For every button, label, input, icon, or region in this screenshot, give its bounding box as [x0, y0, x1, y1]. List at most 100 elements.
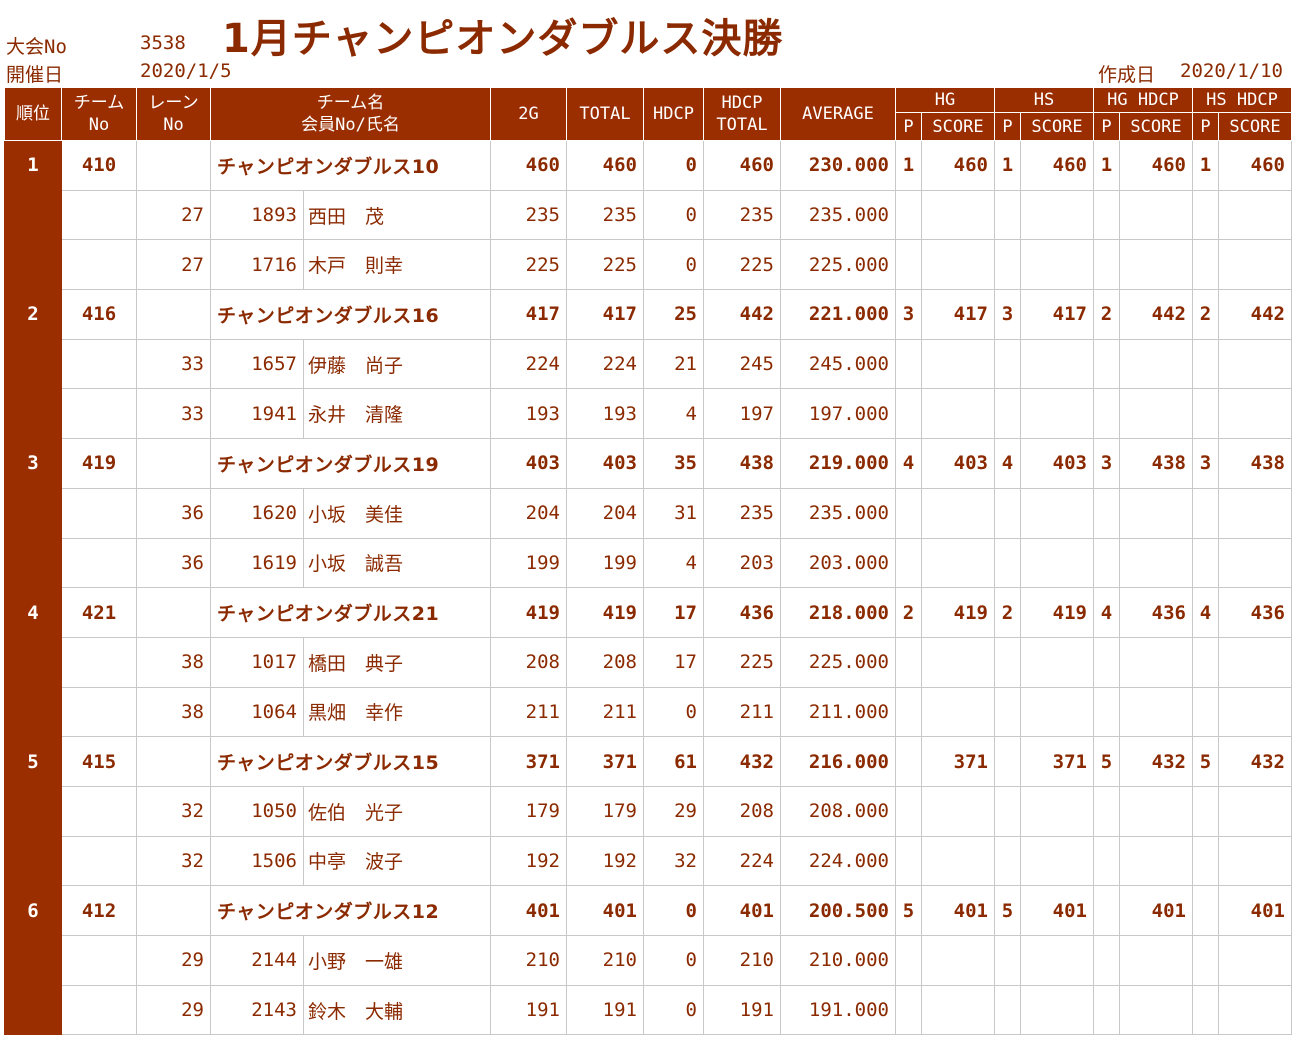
total-cell: 401 [566, 885, 644, 936]
empty-cell [1020, 636, 1094, 688]
empty-cell [994, 686, 1021, 738]
hdcp-cell: 0 [643, 686, 704, 738]
hdcp-cell: 0 [643, 885, 704, 936]
empty-cell [1093, 935, 1120, 986]
hs-hdcp-score-cell: 438 [1218, 438, 1292, 489]
total-cell: 199 [566, 537, 644, 589]
lane-cell [136, 736, 211, 787]
hg-p-cell: 3 [895, 289, 922, 340]
total-cell: 179 [566, 785, 644, 837]
empty-cell [895, 785, 922, 837]
average-cell: 224.000 [780, 835, 896, 887]
rank-cell [4, 835, 62, 887]
member-no-cell: 1064 [210, 686, 304, 738]
col-rank: 順位 [4, 87, 62, 141]
average-cell: 219.000 [780, 438, 896, 489]
team-no-cell [61, 935, 137, 986]
hg-hdcp-score-cell: 460 [1119, 140, 1193, 191]
empty-cell [921, 835, 995, 887]
lane-cell [136, 438, 211, 489]
hdcp-cell: 25 [643, 289, 704, 340]
average-cell: 230.000 [780, 140, 896, 191]
hg-p-cell: 2 [895, 587, 922, 638]
hg-hdcp-p-cell: 3 [1093, 438, 1120, 489]
g2-cell: 419 [490, 587, 567, 638]
team-row: 2 416 チャンピオンダブルス16 417 417 25 442 221.000 3 417 3 4… [4, 289, 1292, 340]
hdcp-cell: 29 [643, 785, 704, 837]
empty-cell [1093, 686, 1120, 738]
empty-cell [994, 537, 1021, 589]
hg-hdcp-score-cell: 436 [1119, 587, 1193, 638]
empty-cell [1119, 835, 1193, 887]
member-row: 27 1716 木戸 則幸 225 225 0 225 225.000 [4, 239, 1292, 291]
member-name-cell: 中亭 波子 [303, 835, 491, 887]
average-cell: 235.000 [780, 487, 896, 539]
rank-cell: 1 [4, 140, 62, 191]
member-no-cell: 1620 [210, 487, 304, 539]
empty-cell [994, 239, 1021, 291]
average-cell: 200.500 [780, 885, 896, 936]
lane-cell: 36 [136, 487, 211, 539]
team-name-cell: チャンピオンダブルス10 [210, 140, 491, 191]
average-cell: 197.000 [780, 388, 896, 440]
empty-cell [1119, 388, 1193, 440]
team-no-cell: 421 [61, 587, 137, 638]
total-cell: 208 [566, 636, 644, 688]
g2-cell: 199 [490, 537, 567, 589]
average-cell: 218.000 [780, 587, 896, 638]
empty-cell [1192, 189, 1219, 241]
team-no-cell [61, 835, 137, 887]
hdcp-cell: 0 [643, 935, 704, 986]
g2-cell: 401 [490, 885, 567, 936]
empty-cell [921, 785, 995, 837]
col-team-no: チーム No [61, 87, 137, 141]
hg-hdcp-score-cell: 442 [1119, 289, 1193, 340]
empty-cell [1218, 388, 1292, 440]
member-row: 27 1893 西田 茂 235 235 0 235 235.000 [4, 189, 1292, 241]
hg-hdcp-p-cell: 2 [1093, 289, 1120, 340]
hg-score-cell: 419 [921, 587, 995, 638]
empty-cell [895, 338, 922, 390]
empty-cell [1119, 785, 1193, 837]
team-row: 5 415 チャンピオンダブルス15 371 371 61 432 216.000 371 371… [4, 736, 1292, 787]
col-team-name: チーム名 会員No/氏名 [210, 87, 491, 141]
hg-score-cell: 460 [921, 140, 995, 191]
empty-cell [1218, 487, 1292, 539]
col-lane-no: レーン No [136, 87, 211, 141]
col-hdcp: HDCP [643, 87, 704, 141]
date-label: 開催日 [6, 64, 64, 86]
created-label: 作成日 [1098, 64, 1156, 86]
empty-cell [921, 935, 995, 986]
average-cell: 245.000 [780, 338, 896, 390]
empty-cell [1093, 189, 1120, 241]
rank-cell: 3 [4, 438, 62, 489]
empty-cell [1119, 984, 1193, 1036]
empty-cell [895, 835, 922, 887]
average-cell: 225.000 [780, 636, 896, 688]
total-cell: 204 [566, 487, 644, 539]
col-hgh-score: SCORE [1119, 112, 1193, 141]
member-row: 38 1064 黒畑 幸作 211 211 0 211 211.000 [4, 686, 1292, 738]
page-title: 1月チャンピオンダブルス決勝 [222, 16, 784, 62]
empty-cell [994, 636, 1021, 688]
team-no-cell [61, 487, 137, 539]
empty-cell [1119, 686, 1193, 738]
empty-cell [1020, 935, 1094, 986]
member-no-cell: 2143 [210, 984, 304, 1036]
member-name-cell: 小坂 誠吾 [303, 537, 491, 589]
results-table: 順位 チーム No レーン No チーム名 会員No/氏名 2G TOTAL HDCP… [4, 87, 1292, 1036]
average-cell: 235.000 [780, 189, 896, 241]
empty-cell [1093, 239, 1120, 291]
hs-hdcp-score-cell: 432 [1218, 736, 1292, 787]
hg-hdcp-p-cell: 5 [1093, 736, 1120, 787]
empty-cell [1119, 487, 1193, 539]
hg-score-cell: 371 [921, 736, 995, 787]
hdcp-total-cell: 460 [703, 140, 781, 191]
empty-cell [1192, 984, 1219, 1036]
empty-cell [1119, 636, 1193, 688]
hdcp-total-cell: 203 [703, 537, 781, 589]
empty-cell [994, 984, 1021, 1036]
empty-cell [1020, 835, 1094, 887]
team-no-cell: 419 [61, 438, 137, 489]
rank-cell: 5 [4, 736, 62, 787]
